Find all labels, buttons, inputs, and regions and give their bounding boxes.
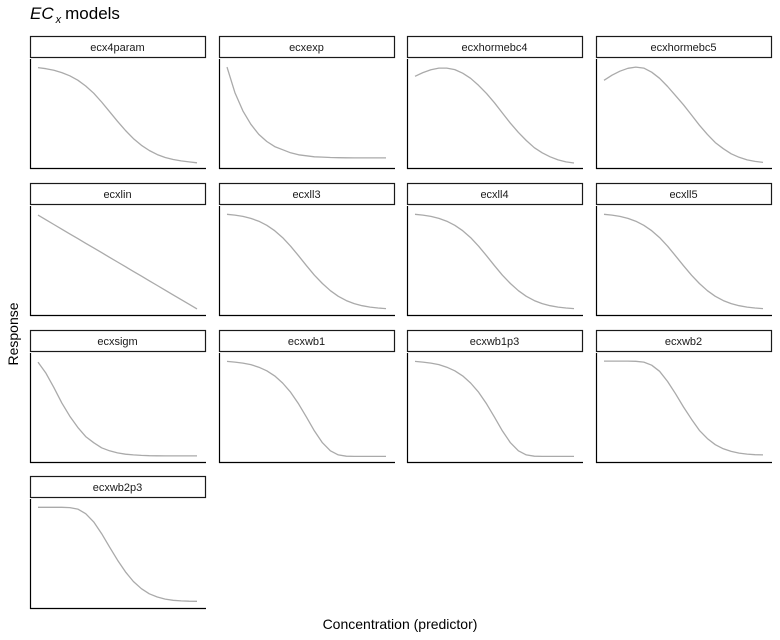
facet-strip-label: ecxwb1p3 [470, 336, 520, 348]
series-line [603, 66, 764, 164]
series-line [226, 360, 386, 458]
series-line [414, 360, 574, 458]
facet-panel: ecxwb2 [595, 329, 773, 464]
series-line [604, 360, 764, 456]
series-line [603, 213, 764, 310]
facet-strip [218, 329, 396, 353]
facet-strip [218, 35, 396, 59]
facet-strip-label: ecxexp [289, 42, 324, 54]
facet-panel: ecxwb1p3 [406, 329, 584, 464]
facet-panel: ecxlin [29, 182, 207, 317]
facet-strip [406, 182, 584, 206]
series-line [38, 506, 198, 602]
facet-panel: ecxexp [218, 35, 396, 170]
facet-panel: ecxhormebc4 [406, 35, 584, 170]
facet-panel: ecxhormebc5 [595, 35, 773, 170]
facet-strip-label: ecxwb2p3 [93, 482, 143, 494]
chart-title-main: EC [30, 4, 54, 23]
series-line [37, 214, 198, 310]
facet-panel: ecxll4 [406, 182, 584, 317]
facet-strip [595, 182, 773, 206]
facet-panel: ecxll3 [218, 182, 396, 317]
facet-strip-label: ecxhormebc4 [461, 42, 527, 54]
facet-strip [406, 329, 584, 353]
facet-strip [29, 182, 207, 206]
x-axis-label: Concentration (predictor) [323, 616, 478, 632]
series-line [414, 213, 575, 310]
facet-strip-label: ecxwb1 [288, 336, 325, 348]
facet-strip-label: ecxhormebc5 [650, 42, 716, 54]
facet-panel: ecxwb1 [218, 329, 396, 464]
facet-strip [595, 329, 773, 353]
series-line [37, 361, 197, 457]
facet-strip-label: ecxwb2 [665, 336, 702, 348]
facet-strip-label: ecxlin [103, 189, 131, 201]
facet-strip [29, 329, 207, 353]
facet-strip [406, 35, 584, 59]
facet-strip [595, 35, 773, 59]
series-line [414, 67, 575, 164]
facet-strip-label: ecx4param [90, 42, 144, 54]
facet-panel: ecxsigm [29, 329, 207, 464]
facet-strip-label: ecxll5 [669, 189, 697, 201]
facet-strip [218, 182, 396, 206]
facet-strip-label: ecxll3 [292, 189, 320, 201]
chart-title-rest: models [65, 4, 120, 23]
facet-panel: ecxll5 [595, 182, 773, 317]
chart-title-subscript: x [55, 14, 62, 26]
facet-strip-label: ecxll4 [480, 189, 508, 201]
facet-strip [29, 35, 207, 59]
panels-group: ecx4param ecxexp ecxhormebc4 ecxhormebc5 ecx… [29, 35, 773, 610]
chart-title: EC x models [30, 4, 120, 26]
series-line [226, 66, 386, 159]
y-axis-label: Response [5, 302, 21, 365]
facet-panel: ecxwb2p3 [29, 475, 207, 610]
series-line [37, 66, 198, 164]
series-line [226, 213, 387, 310]
facet-strip-label: ecxsigm [97, 336, 137, 348]
facet-panel: ecx4param [29, 35, 207, 170]
facet-strip [29, 475, 207, 499]
